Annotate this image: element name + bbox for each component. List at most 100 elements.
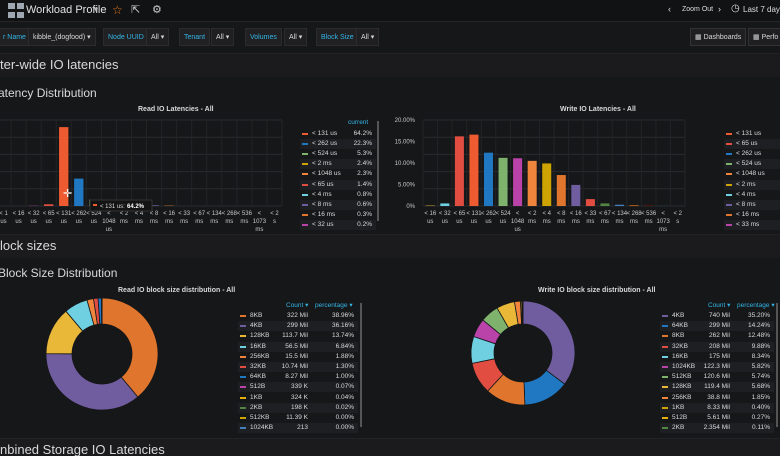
write-blocks-legend-scrollbar[interactable] bbox=[776, 303, 778, 427]
legend-item[interactable]: 128KB 119.4 Mil 5.68% bbox=[660, 382, 774, 393]
bar[interactable] bbox=[629, 205, 639, 206]
star-icon[interactable]: ☆ bbox=[112, 3, 123, 17]
legend-item[interactable]: 8KB 322 Mil 38.96% bbox=[238, 311, 358, 321]
legend-item[interactable]: < 131 us 1 bbox=[724, 129, 780, 139]
dashboard-title[interactable]: Workload Profile bbox=[26, 4, 107, 16]
bar[interactable] bbox=[513, 158, 523, 206]
pie-slice[interactable] bbox=[522, 300, 576, 385]
legend-item[interactable]: 8KB 262 Mil 12.48% bbox=[660, 331, 774, 341]
zoom-out-button[interactable]: Zoom Out bbox=[682, 6, 714, 13]
legend-item[interactable]: 1024KB 213 0.00% bbox=[238, 423, 358, 434]
legend-item[interactable]: 4KB 299 Mil 36.16% bbox=[238, 321, 358, 332]
row-title-io-latencies[interactable]: ter-wide IO latencies bbox=[0, 57, 119, 72]
legend-item[interactable]: < 1048 us 2.3% bbox=[300, 169, 376, 179]
variable-select-tenant[interactable]: All ▾ bbox=[211, 28, 235, 46]
legend-item[interactable]: 32KB 208 Mil 9.88% bbox=[660, 341, 774, 352]
legend-item[interactable]: < 2 ms 2.4% bbox=[300, 159, 376, 170]
time-forward-icon[interactable]: › bbox=[718, 4, 721, 14]
read-blocks-count-header[interactable]: Count ▾ bbox=[286, 302, 309, 309]
legend-item[interactable]: 512KB 120.6 Mil 5.74% bbox=[660, 372, 774, 382]
legend-item[interactable]: < 4 ms bbox=[724, 190, 780, 200]
legend-item[interactable]: < 16 ms bbox=[724, 210, 780, 220]
legend-item[interactable]: < 8 ms 0.6% bbox=[300, 199, 376, 210]
bar[interactable] bbox=[454, 136, 464, 206]
bar[interactable] bbox=[585, 199, 595, 206]
bar[interactable] bbox=[59, 127, 69, 206]
legend-item[interactable]: < 2 ms 1 bbox=[724, 179, 780, 190]
row-header-io-latencies[interactable] bbox=[0, 53, 780, 77]
bar[interactable] bbox=[527, 160, 537, 206]
bar[interactable] bbox=[571, 184, 581, 206]
row-title-combined[interactable]: nbined Storage IO Latencies bbox=[0, 442, 165, 456]
performance-button[interactable]: ▦ Perfo bbox=[748, 28, 780, 46]
legend-item[interactable]: 128KB 113.7 Mil 13.74% bbox=[238, 331, 358, 341]
variable-select-node-uuid[interactable]: All ▾ bbox=[146, 28, 170, 46]
write-blocks-percentage-header[interactable]: percentage ▾ bbox=[737, 302, 775, 309]
legend-item[interactable]: 1KB 324 K 0.04% bbox=[238, 393, 358, 403]
gear-icon[interactable]: ⚙ bbox=[152, 4, 162, 16]
legend-item[interactable]: 1024KB 122.3 Mil 5.82% bbox=[660, 362, 774, 372]
dashboards-button[interactable]: ▦ Dashboards bbox=[690, 28, 747, 46]
variable-select-volumes[interactable]: All ▾ bbox=[284, 28, 308, 46]
legend-item[interactable]: 2KB 2.354 Mil 0.11% bbox=[660, 423, 774, 434]
bar[interactable] bbox=[483, 152, 494, 206]
legend-item[interactable]: 64KB 299 Mil 14.24% bbox=[660, 321, 774, 332]
legend-item[interactable]: 512KB 11.39 K 0.00% bbox=[238, 413, 358, 423]
legend-item[interactable]: 512B 339 K 0.07% bbox=[238, 382, 358, 393]
write-block-size-donut[interactable] bbox=[463, 296, 583, 411]
bar[interactable] bbox=[469, 134, 479, 206]
pie-slice[interactable] bbox=[45, 353, 139, 411]
legend-item[interactable]: 1KB 8.33 Mil 0.40% bbox=[660, 402, 774, 413]
legend-item[interactable]: < 33 ms bbox=[724, 219, 780, 230]
bar[interactable] bbox=[44, 204, 54, 206]
legend-item[interactable]: < 131 us 64.2% bbox=[300, 129, 376, 139]
legend-item[interactable]: < 8 ms bbox=[724, 199, 780, 210]
legend-count: 2.354 Mil bbox=[703, 424, 730, 432]
bar[interactable] bbox=[556, 175, 566, 206]
pie-slice[interactable] bbox=[101, 297, 159, 398]
row-header-combined[interactable] bbox=[0, 438, 780, 456]
bar[interactable] bbox=[149, 205, 159, 206]
legend-item[interactable]: < 1048 us 1 bbox=[724, 169, 780, 179]
legend-item[interactable]: 4KB 740 Mil 35.20% bbox=[660, 311, 774, 321]
legend-item[interactable]: < 524 us 5.3% bbox=[300, 149, 376, 159]
bar[interactable] bbox=[498, 157, 508, 206]
read-blocks-percentage-header[interactable]: percentage ▾ bbox=[315, 302, 353, 309]
legend-item[interactable]: 64KB 8.27 Mil 1.00% bbox=[238, 372, 358, 382]
legend-item[interactable]: < 65 us 1 bbox=[724, 139, 780, 150]
share-icon[interactable]: ⇱ bbox=[131, 4, 141, 16]
read-latency-legend-scrollbar[interactable] bbox=[377, 121, 379, 221]
legend-item[interactable]: 32KB 10.74 Mil 1.30% bbox=[238, 362, 358, 372]
legend-item[interactable]: < 65 us 1.4% bbox=[300, 179, 376, 190]
legend-item[interactable]: 16KB 56.5 Mil 6.84% bbox=[238, 341, 358, 352]
legend-item[interactable]: 256KB 38.8 Mil 1.85% bbox=[660, 393, 774, 403]
write-blocks-count-header[interactable]: Count ▾ bbox=[708, 302, 731, 309]
legend-item[interactable]: < 4 ms 0.8% bbox=[300, 190, 376, 200]
legend-item[interactable]: 2KB 198 K 0.02% bbox=[238, 402, 358, 413]
legend-item[interactable]: < 262 us 22.3% bbox=[300, 139, 376, 150]
bar[interactable] bbox=[614, 204, 625, 206]
bar[interactable] bbox=[542, 163, 552, 206]
row-header-block-sizes[interactable] bbox=[0, 234, 780, 258]
variable-select-block-size[interactable]: All ▾ bbox=[356, 28, 380, 46]
grafana-logo-icon[interactable] bbox=[8, 3, 26, 19]
legend-item[interactable]: < 262 us 1 bbox=[724, 149, 780, 159]
read-block-size-donut[interactable] bbox=[40, 292, 165, 417]
legend-item[interactable]: < 16 ms 0.3% bbox=[300, 210, 376, 220]
bar[interactable] bbox=[440, 203, 450, 206]
read-latency-chart[interactable]: < 1 us< 16 us< 32 us< 65 us< 131 us< 262 us< 5… bbox=[0, 116, 295, 234]
bar[interactable] bbox=[74, 178, 84, 206]
legend-item[interactable]: 256KB 15.5 Mil 1.88% bbox=[238, 352, 358, 362]
legend-item[interactable]: 16KB 175 Mil 8.34% bbox=[660, 352, 774, 362]
bar[interactable] bbox=[600, 203, 610, 206]
read-blocks-legend-scrollbar[interactable] bbox=[360, 303, 362, 427]
time-back-icon[interactable]: ‹ bbox=[668, 4, 671, 14]
dashboard-title-caret-icon[interactable]: ▾ bbox=[94, 5, 99, 14]
legend-item[interactable]: 512B 5.61 Mil 0.27% bbox=[660, 413, 774, 423]
write-latency-chart[interactable]: < 16 us< 32 us< 65 us< 131 us< 262 us< 524 us<… bbox=[385, 116, 720, 234]
legend-item[interactable]: < 524 us 1 bbox=[724, 159, 780, 170]
variable-select-cluster-name[interactable]: kibble_(dogfood) ▾ bbox=[28, 28, 96, 46]
row-title-block-sizes[interactable]: lock sizes bbox=[0, 238, 57, 253]
legend-item[interactable]: < 32 us 0.2% bbox=[300, 219, 376, 230]
time-range-picker[interactable]: Last 7 days bbox=[743, 5, 780, 14]
